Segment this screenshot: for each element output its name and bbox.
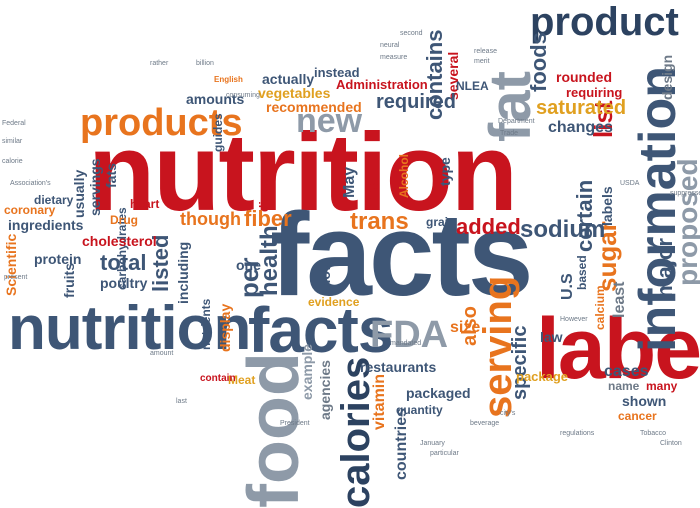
word-grain: grain: [426, 215, 456, 229]
word-coronary: coronary: [4, 203, 56, 217]
word-specific: specific: [509, 325, 531, 400]
word-restaurants: restaurants: [360, 359, 437, 375]
word-law: law: [540, 329, 563, 345]
word-one: one: [236, 257, 261, 273]
word-required: required: [376, 91, 457, 113]
word-though: though: [180, 209, 241, 229]
word-fiber: fiber: [244, 206, 292, 231]
word-total: total: [100, 250, 147, 275]
word-dietary: dietary: [34, 193, 74, 207]
word-cholesterol: cholesterol: [82, 233, 157, 249]
word-meat: Meat: [228, 373, 256, 387]
word-design: design: [659, 54, 675, 100]
word-type: type: [437, 157, 453, 186]
word-heart: heart: [130, 197, 160, 211]
word-requiring: requiring: [566, 85, 623, 100]
word-package: package: [516, 369, 569, 384]
word-nlea: NLEA: [456, 79, 489, 93]
word-ttb: TTB: [367, 182, 381, 206]
word-ingredients: ingredients: [8, 217, 84, 233]
word-alcohol: Alcohol: [397, 154, 411, 198]
word-added: added: [456, 214, 521, 239]
word-drug: Drug: [110, 213, 138, 227]
word-name: name: [608, 379, 640, 393]
word-nutrients: nutrients: [199, 298, 213, 350]
word-sodium: sodium: [520, 216, 606, 243]
word-cases: cases: [604, 363, 649, 380]
word-fda: FDA: [370, 314, 449, 356]
word-trans: trans: [350, 208, 409, 235]
word-agencies: agencies: [317, 360, 333, 420]
word-amounts: amounts: [186, 91, 245, 107]
word-changes: changes: [548, 119, 613, 136]
word-vitamin: vitamin: [371, 373, 388, 430]
word-product: product: [530, 0, 679, 44]
word-saturated: saturated: [536, 97, 627, 119]
word-english: English: [214, 75, 243, 84]
word-vegetables: vegetables: [258, 85, 331, 101]
word-label: label: [536, 301, 700, 397]
word-quantity: quantity: [396, 403, 443, 417]
word-fats: fats: [103, 163, 119, 188]
word-administration: Administration: [336, 77, 428, 92]
word-many: many: [646, 379, 678, 393]
word-proposed: proposed: [672, 158, 700, 286]
word-facts-big: facts: [270, 189, 533, 321]
word-shown: shown: [622, 393, 667, 409]
word-instead: instead: [314, 65, 360, 80]
word-least: least: [611, 281, 628, 318]
word-calcium: calcium: [593, 285, 607, 330]
word-major: major: [652, 238, 677, 298]
word-guides: guides: [211, 113, 225, 152]
word-poultry: poultry: [100, 275, 148, 291]
word-display: display: [217, 303, 233, 352]
word-packaged: packaged: [406, 385, 471, 401]
word-foods: foods: [526, 32, 551, 92]
word-size: size: [450, 319, 481, 336]
word-scientific: Scientific: [3, 233, 19, 296]
word-contain: contain: [200, 373, 236, 384]
word-calories: calories: [334, 356, 378, 508]
word-us: U.S: [559, 273, 576, 300]
word-servings: servings: [87, 158, 103, 216]
word-show: show: [317, 260, 333, 296]
word-recommended: recommended: [266, 99, 362, 115]
word-fruits: fruits: [61, 263, 77, 298]
word-countries: countries: [393, 407, 410, 480]
word-new: new: [296, 102, 363, 140]
word-facts-mid: facts: [248, 294, 393, 366]
word-usually: usually: [71, 169, 87, 218]
word-nutrition-big: nutrition: [88, 111, 518, 234]
word-evidence: evidence: [308, 295, 360, 309]
word-actually: actually: [262, 71, 315, 87]
word-including: including: [175, 241, 191, 304]
word-rounded: rounded: [556, 69, 612, 85]
word-may: May: [341, 166, 358, 198]
word-cancer: cancer: [618, 409, 657, 423]
word-protein: protein: [34, 251, 82, 267]
word-products: products: [80, 102, 243, 144]
word-example: example: [299, 343, 315, 400]
word-based: based: [575, 255, 589, 290]
word-nutrition-mid: nutrition: [8, 294, 251, 363]
